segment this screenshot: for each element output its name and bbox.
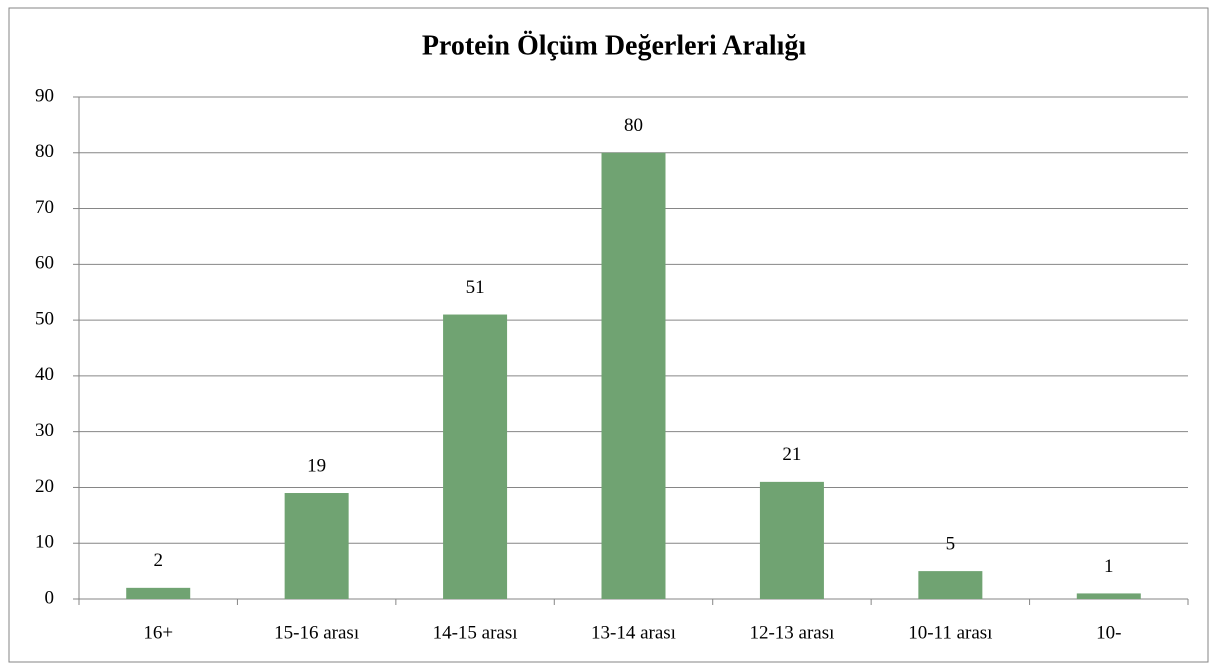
x-tick-label: 14-15 arası (433, 622, 518, 643)
data-label: 1 (1104, 556, 1114, 577)
y-tick-label: 30 (35, 420, 54, 441)
y-tick-label: 40 (35, 364, 54, 385)
bar (601, 152, 666, 599)
x-tick-label: 15-16 arası (274, 622, 359, 643)
y-tick-label: 90 (35, 85, 54, 106)
data-label: 2 (153, 550, 163, 571)
data-label: 21 (782, 444, 801, 465)
data-label: 80 (624, 115, 643, 136)
chart-title: Protein Ölçüm Değerleri Aralığı (422, 30, 807, 61)
data-label: 19 (307, 455, 326, 476)
y-tick-label: 80 (35, 141, 54, 162)
x-tick-label: 12-13 arası (749, 622, 834, 643)
bar (1076, 593, 1141, 599)
data-label: 51 (466, 277, 485, 298)
x-tick-label: 13-14 arası (591, 622, 676, 643)
bar (443, 314, 508, 599)
bar (284, 493, 349, 599)
y-tick-label: 50 (35, 308, 54, 329)
y-tick-label: 0 (45, 587, 55, 608)
y-tick-label: 60 (35, 253, 54, 274)
bar (759, 481, 824, 599)
data-label: 5 (946, 533, 956, 554)
x-tick-label: 16+ (143, 622, 173, 643)
bar (126, 587, 191, 599)
bar (918, 571, 983, 599)
x-tick-label: 10-11 arası (908, 622, 992, 643)
x-tick-label: 10- (1096, 622, 1121, 643)
y-tick-label: 10 (35, 532, 54, 553)
y-tick-label: 20 (35, 476, 54, 497)
y-tick-label: 70 (35, 197, 54, 218)
